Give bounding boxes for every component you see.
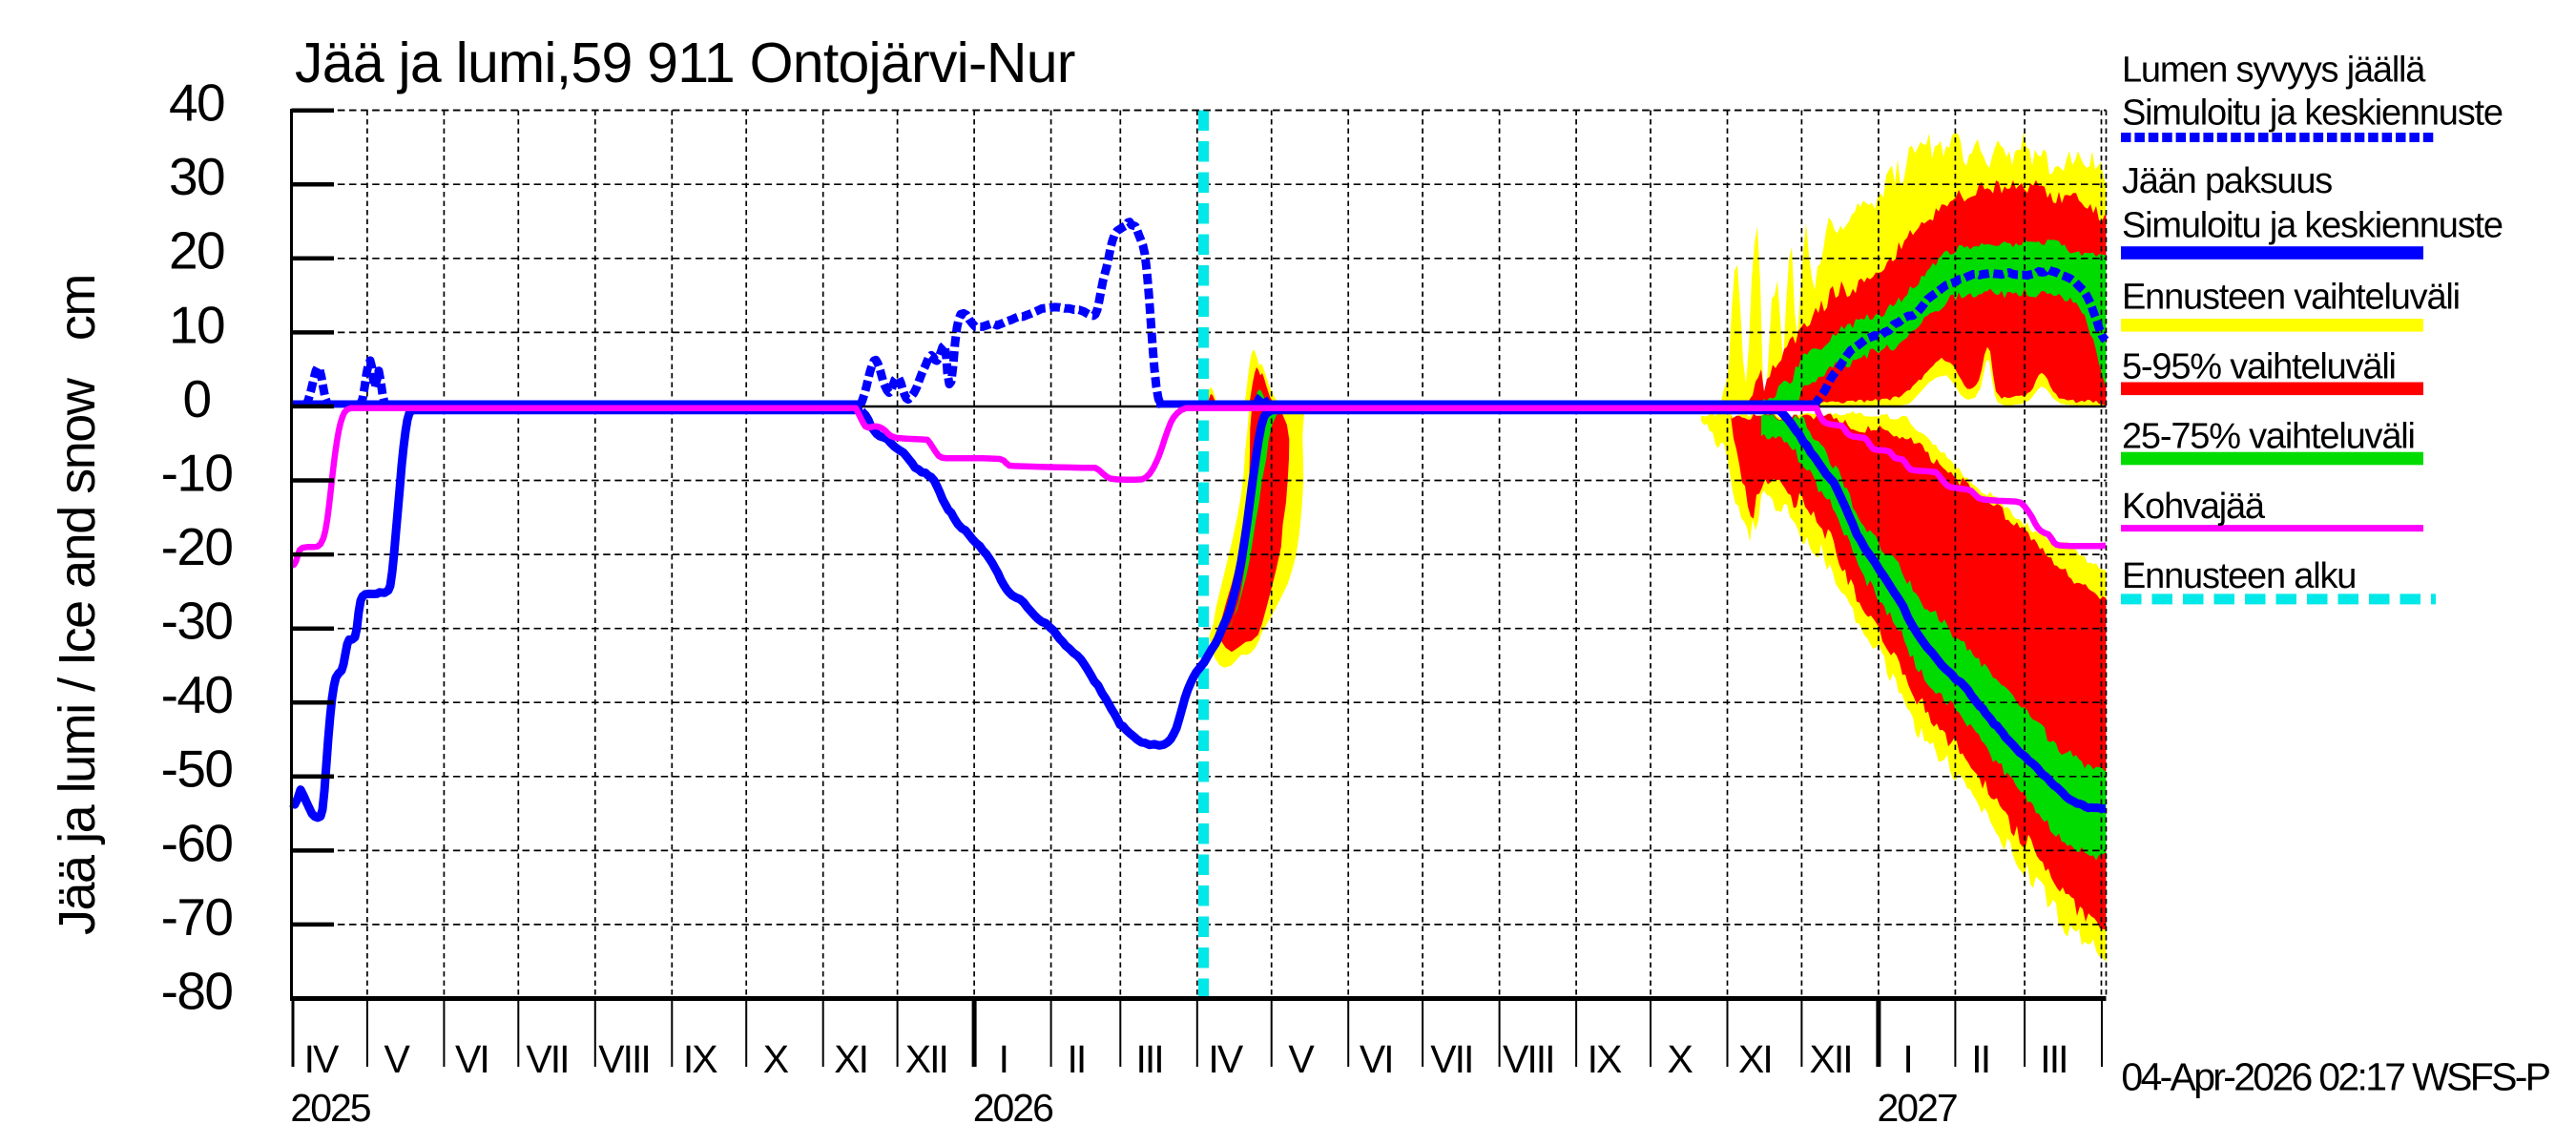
- svg-text:VIII: VIII: [598, 1037, 650, 1081]
- svg-text:40: 40: [169, 73, 224, 133]
- svg-text:-40: -40: [161, 665, 233, 724]
- svg-text:VII: VII: [1430, 1037, 1472, 1081]
- svg-text:V: V: [384, 1037, 411, 1081]
- svg-text:II: II: [1971, 1037, 1989, 1081]
- svg-text:IV: IV: [1208, 1037, 1243, 1081]
- svg-text:5-95% vaihteluväli: 5-95% vaihteluväli: [2122, 347, 2396, 387]
- svg-text:X: X: [763, 1037, 789, 1081]
- svg-text:-10: -10: [161, 443, 233, 502]
- svg-text:XII: XII: [905, 1037, 947, 1081]
- svg-text:-80: -80: [161, 961, 233, 1020]
- svg-text:II: II: [1068, 1037, 1086, 1081]
- svg-text:-60: -60: [161, 813, 233, 872]
- svg-text:XII: XII: [1810, 1037, 1852, 1081]
- svg-text:I: I: [1902, 1037, 1911, 1081]
- svg-text:Simuloitu ja keskiennuste: Simuloitu ja keskiennuste: [2122, 93, 2503, 133]
- svg-text:VI: VI: [1360, 1037, 1393, 1081]
- svg-text:III: III: [1136, 1037, 1163, 1081]
- svg-text:IX: IX: [1588, 1037, 1622, 1081]
- svg-text:I: I: [999, 1037, 1008, 1081]
- svg-text:10: 10: [169, 295, 224, 354]
- svg-text:Ennusteen alku: Ennusteen alku: [2122, 556, 2356, 596]
- svg-text:0: 0: [183, 369, 211, 428]
- svg-text:30: 30: [169, 147, 224, 206]
- svg-text:-30: -30: [161, 592, 233, 651]
- svg-text:Ennusteen vaihteluväli: Ennusteen vaihteluväli: [2122, 277, 2460, 317]
- svg-text:Simuloitu ja keskiennuste: Simuloitu ja keskiennuste: [2122, 206, 2503, 246]
- svg-text:Lumen syvyys jäällä: Lumen syvyys jäällä: [2122, 51, 2426, 91]
- svg-text:Jää ja lumi,59 911 Ontojärvi-N: Jää ja lumi,59 911 Ontojärvi-Nur: [295, 31, 1075, 94]
- svg-text:25-75% vaihteluväli: 25-75% vaihteluväli: [2122, 417, 2415, 457]
- svg-text:VI: VI: [455, 1037, 488, 1081]
- svg-text:2027: 2027: [1877, 1086, 1956, 1130]
- svg-text:-20: -20: [161, 517, 233, 576]
- svg-text:IX: IX: [683, 1037, 717, 1081]
- svg-text:04-Apr-2026 02:17 WSFS-P: 04-Apr-2026 02:17 WSFS-P: [2121, 1054, 2549, 1098]
- svg-text:2025: 2025: [290, 1086, 370, 1130]
- svg-text:Kohvajää: Kohvajää: [2122, 487, 2266, 527]
- svg-text:V: V: [1288, 1037, 1315, 1081]
- svg-text:X: X: [1668, 1037, 1693, 1081]
- svg-text:IV: IV: [304, 1037, 340, 1081]
- svg-text:2026: 2026: [973, 1086, 1052, 1130]
- svg-text:XI: XI: [834, 1037, 867, 1081]
- svg-text:Jään paksuus: Jään paksuus: [2122, 161, 2332, 201]
- svg-text:III: III: [2040, 1037, 2067, 1081]
- svg-text:20: 20: [169, 221, 224, 281]
- svg-text:-50: -50: [161, 739, 233, 799]
- svg-text:XI: XI: [1738, 1037, 1772, 1081]
- svg-text:-70: -70: [161, 887, 233, 947]
- svg-text:VIII: VIII: [1503, 1037, 1554, 1081]
- svg-text:VII: VII: [526, 1037, 568, 1081]
- svg-text:Jää ja lumi / Ice and snow c: Jää ja lumi / Ice and snow cm: [49, 275, 106, 935]
